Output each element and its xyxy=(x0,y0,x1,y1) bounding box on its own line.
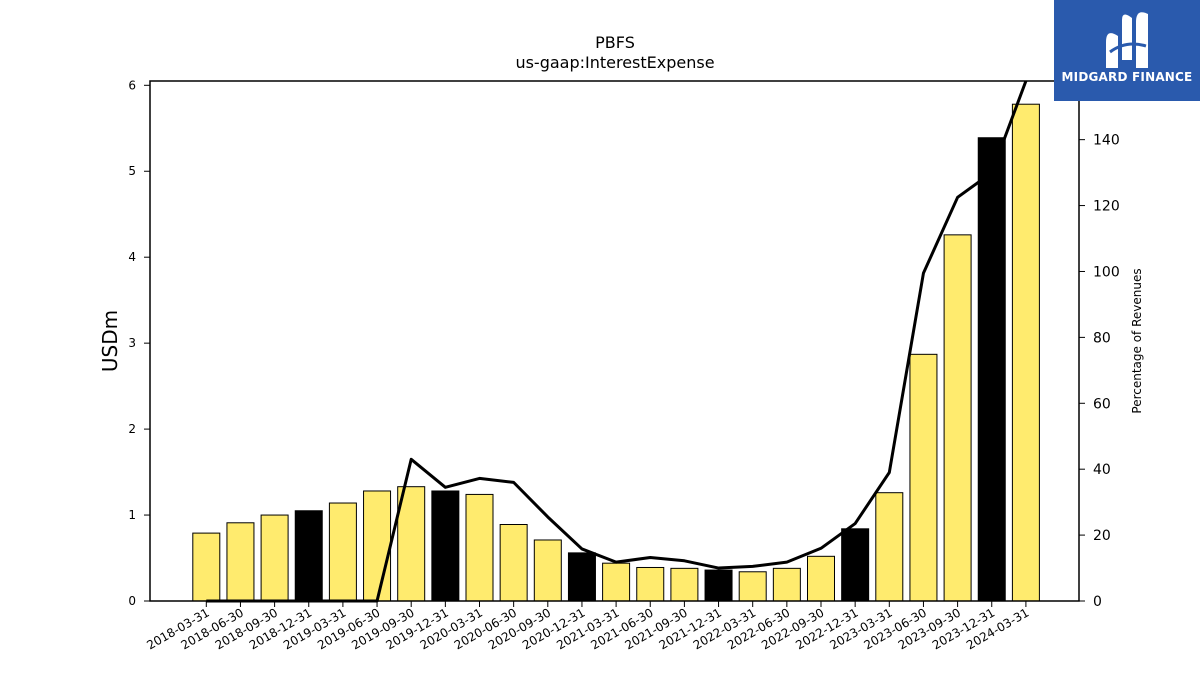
bar-2019-06-30 xyxy=(363,490,392,602)
y-tick-label: 4 xyxy=(128,250,136,264)
bar-2018-12-31 xyxy=(294,510,323,602)
y2-tick-label: 100 xyxy=(1093,264,1120,280)
bar-series xyxy=(192,103,1040,602)
midgard-logo-icon xyxy=(1106,12,1148,68)
bar-2023-06-30 xyxy=(909,353,938,602)
bar-2021-06-30 xyxy=(636,566,665,602)
bar-2023-09-30 xyxy=(943,234,972,602)
bar-2019-03-31 xyxy=(328,502,357,602)
y-tick-label: 2 xyxy=(128,422,136,436)
y-tick-label: 6 xyxy=(128,78,136,92)
y2-axis-label: Percentage of Revenues xyxy=(1130,268,1144,413)
y2-tick-label: 120 xyxy=(1093,199,1120,215)
y2-tick-label: 0 xyxy=(1093,594,1102,610)
y2-tick-label: 20 xyxy=(1093,528,1111,544)
bar-2023-12-31 xyxy=(977,137,1006,602)
bar-2020-06-30 xyxy=(499,524,528,602)
left-axis-ticks: 0 1 2 3 4 5 6 xyxy=(128,78,150,608)
bar-2021-12-31 xyxy=(704,569,733,602)
logo-text: MIDGARD FINANCE xyxy=(1061,70,1193,84)
bar-2020-12-31 xyxy=(567,552,596,602)
bar-2018-06-30 xyxy=(226,522,255,602)
bar-2023-03-31 xyxy=(875,492,904,602)
y-tick-label: 1 xyxy=(128,508,136,522)
midgard-finance-logo: MIDGARD FINANCE xyxy=(1054,0,1200,101)
plot-frame xyxy=(149,80,1080,602)
y-tick-label: 0 xyxy=(128,594,136,608)
right-axis-ticks: 0 20 40 60 80 100 120 140 xyxy=(1079,133,1120,610)
bar-2019-12-31 xyxy=(431,490,460,602)
bar-2019-09-30 xyxy=(397,486,426,602)
bar-2020-03-31 xyxy=(465,493,494,602)
bar-2021-03-31 xyxy=(602,562,631,602)
bar-2018-09-30 xyxy=(260,514,289,602)
bar-2022-12-31 xyxy=(841,528,870,602)
bar-2018-03-31 xyxy=(192,532,221,602)
bar-2022-06-30 xyxy=(772,567,801,602)
bar-2020-09-30 xyxy=(533,539,562,602)
y2-tick-label: 40 xyxy=(1093,462,1111,478)
y-tick-label: 3 xyxy=(128,336,136,350)
y-tick-label: 5 xyxy=(128,164,136,178)
chart-subtitle: us-gaap:InterestExpense xyxy=(515,53,714,72)
bar-2022-03-31 xyxy=(738,571,767,602)
bar-2024-03-31 xyxy=(1011,103,1040,602)
y2-tick-label: 80 xyxy=(1093,330,1111,346)
bar-2022-09-30 xyxy=(807,555,835,602)
chart-title: PBFS xyxy=(595,33,635,52)
x-axis-ticks: 2018-03-312018-06-302018-09-302018-12-31… xyxy=(144,601,1031,652)
y2-tick-label: 60 xyxy=(1093,396,1111,412)
y-axis-label: USDm xyxy=(98,310,122,372)
bar-2021-09-30 xyxy=(670,567,699,602)
y2-tick-label: 140 xyxy=(1093,133,1120,149)
